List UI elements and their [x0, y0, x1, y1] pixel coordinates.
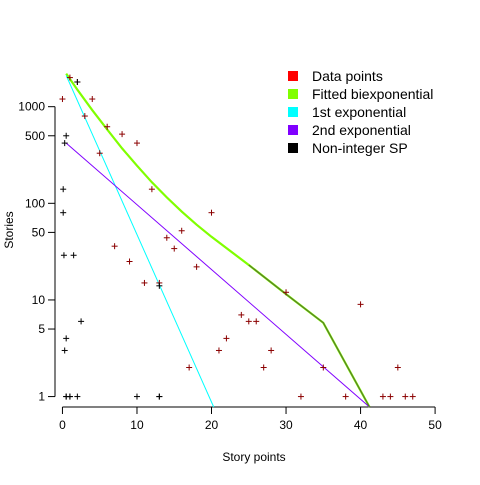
data-point — [59, 96, 66, 103]
data-point — [89, 96, 96, 103]
data-point — [238, 311, 245, 318]
y-axis-label: Stories — [2, 211, 16, 248]
non-integer-point — [61, 347, 68, 354]
non-integer-point — [60, 186, 67, 193]
legend-swatch — [288, 107, 298, 117]
x-tick-label: 20 — [205, 418, 219, 432]
non-integer-point — [61, 140, 68, 147]
data-point — [141, 279, 148, 286]
data-point — [215, 347, 222, 354]
data-point — [245, 318, 252, 325]
non-integer-point — [63, 335, 70, 342]
data-point — [66, 74, 73, 81]
data-point — [208, 209, 215, 216]
data-point — [379, 393, 386, 400]
y-tick-label: 10 — [32, 293, 46, 307]
legend: Data points Fitted biexponential 1st expon… — [288, 68, 433, 156]
legend-swatch — [288, 71, 298, 81]
legend-swatch — [288, 143, 298, 153]
data-point — [387, 393, 394, 400]
data-point — [163, 234, 170, 241]
x-tick-label: 30 — [279, 418, 293, 432]
data-point — [104, 123, 111, 130]
non-integer-point — [74, 79, 81, 86]
non-integer-point — [156, 393, 163, 400]
legend-swatch — [288, 125, 298, 135]
data-point — [178, 227, 185, 234]
x-tick-label: 50 — [428, 418, 442, 432]
legend-item: Data points — [288, 68, 383, 84]
non-integer-point — [78, 318, 85, 325]
data-point — [268, 347, 275, 354]
x-tick-label: 40 — [354, 418, 368, 432]
data-point — [171, 245, 178, 252]
non-integer-point — [66, 393, 73, 400]
data-point — [357, 301, 364, 308]
legend-label: Fitted biexponential — [312, 86, 433, 102]
data-point — [186, 364, 193, 371]
x-tick-label: 0 — [59, 418, 66, 432]
data-point — [96, 150, 103, 157]
non-integer-point — [63, 132, 70, 139]
y-tick-label: 1 — [38, 390, 45, 404]
data-point — [111, 243, 118, 250]
y-tick-label: 100 — [25, 196, 45, 210]
data-point — [81, 113, 88, 120]
y-tick-label: 500 — [25, 129, 45, 143]
legend-item: Non-integer SP — [288, 140, 408, 156]
data-point — [297, 393, 304, 400]
legend-label: 2nd exponential — [312, 122, 411, 138]
data-point — [119, 131, 126, 138]
data-point — [126, 258, 133, 265]
data-point — [283, 289, 290, 296]
legend-swatch — [288, 89, 298, 99]
data-point — [193, 263, 200, 270]
data-point — [394, 364, 401, 371]
series-line-2 — [65, 75, 215, 408]
non-integer-point — [74, 393, 81, 400]
non-integer-point — [70, 252, 77, 259]
y-tick-label: 50 — [32, 225, 46, 239]
non-integer-point — [156, 282, 163, 289]
data-point — [133, 140, 140, 147]
data-point — [260, 364, 267, 371]
data-point — [320, 364, 327, 371]
legend-label: Data points — [312, 68, 383, 84]
fitted-lines — [65, 72, 371, 408]
data-point — [148, 186, 155, 193]
legend-item: 1st exponential — [288, 104, 406, 120]
legend-item: Fitted biexponential — [288, 86, 433, 102]
x-axis-label: Story points — [222, 450, 285, 464]
data-point — [253, 318, 260, 325]
y-tick-label: 5 — [38, 322, 45, 336]
y-tick-label: 1000 — [18, 100, 45, 114]
legend-label: Non-integer SP — [312, 140, 408, 156]
x-tick-label: 10 — [130, 418, 144, 432]
data-point — [409, 393, 416, 400]
data-point — [342, 393, 349, 400]
data-points — [59, 74, 416, 400]
data-point — [223, 335, 230, 342]
series-line-3 — [65, 142, 370, 408]
series-line-overlap — [248, 264, 371, 408]
non-integer-point — [60, 209, 67, 216]
axes: 1 5 10 50 100 500 1000 0 10 20 30 40 50 — [18, 100, 442, 432]
non-integer-point — [133, 393, 140, 400]
legend-label: 1st exponential — [312, 104, 406, 120]
non-integer-point — [60, 252, 67, 259]
data-point — [402, 393, 409, 400]
legend-item: 2nd exponential — [288, 122, 411, 138]
